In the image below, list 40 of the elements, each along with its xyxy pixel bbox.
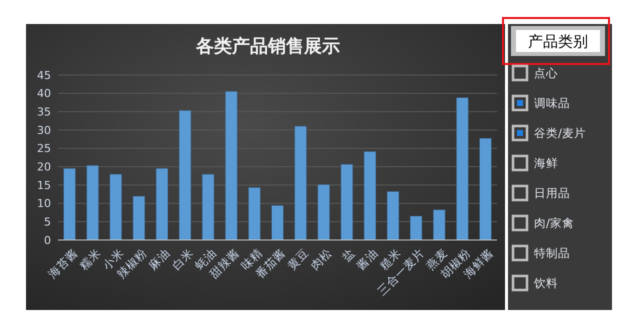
- y-tick-label: 5: [44, 216, 51, 229]
- text: 谷类/麦片: [534, 126, 586, 140]
- bar: [248, 187, 260, 240]
- text: 肉/家禽: [534, 216, 574, 230]
- y-tick-label: 20: [37, 160, 51, 174]
- y-tick-label: 0: [44, 234, 51, 247]
- y-tick-label: 35: [37, 106, 51, 119]
- bar: [225, 91, 238, 240]
- text: 饮料: [533, 276, 558, 290]
- y-tick-label: 10: [37, 197, 51, 210]
- bar: [340, 164, 353, 240]
- text: 日用品: [534, 186, 570, 200]
- bar: [86, 165, 99, 240]
- x-tick-label: 酱油: [354, 246, 381, 273]
- bar: [294, 126, 307, 240]
- text: 点心: [534, 66, 558, 80]
- y-tick-label: 45: [37, 68, 51, 82]
- y-tick-label: 30: [37, 124, 51, 137]
- y-tick-label: 40: [37, 87, 51, 100]
- bar: [156, 168, 168, 240]
- bar: [364, 151, 376, 240]
- bar: [132, 196, 145, 240]
- bar: [271, 205, 284, 240]
- bar: [433, 210, 446, 240]
- bar: [179, 110, 192, 240]
- bar: [110, 174, 122, 240]
- bar: [318, 184, 330, 240]
- bar: [202, 174, 214, 240]
- legend-title: 产品类别: [528, 32, 588, 50]
- text: 特制品: [534, 246, 570, 260]
- y-tick-label: 15: [37, 178, 51, 192]
- bar: [456, 97, 468, 240]
- bar: [410, 216, 422, 240]
- y-tick-label: 25: [37, 142, 51, 156]
- text: 调味品: [534, 96, 570, 110]
- chart-title: 各类产品销售展示: [195, 36, 340, 57]
- bar: [64, 168, 76, 240]
- text: 海鲜: [534, 156, 558, 170]
- bar: [479, 138, 492, 240]
- bar: [387, 191, 400, 240]
